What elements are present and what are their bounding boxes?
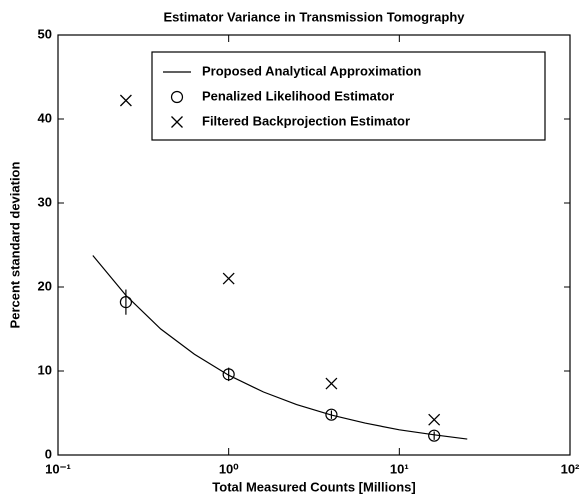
point (428, 429, 441, 442)
legend-symbol (170, 90, 184, 104)
chart-title: Estimator Variance in Transmission Tomog… (163, 9, 465, 24)
y-tick-label: 10 (38, 362, 52, 377)
legend-label: Penalized Likelihood Estimator (202, 88, 394, 103)
y-tick-label: 20 (38, 278, 52, 293)
legend-symbol (171, 116, 183, 128)
x-tick-label: 10¹ (390, 461, 409, 476)
x-tick-label: 10² (561, 461, 580, 476)
y-tick-label: 50 (38, 26, 52, 41)
x-tick-label: 10⁻¹ (45, 461, 71, 476)
curve (92, 255, 468, 440)
legend-label: Filtered Backprojection Estimator (202, 113, 410, 128)
point (119, 94, 132, 107)
point (325, 377, 338, 390)
legend-box (151, 51, 546, 141)
plot-frame (57, 34, 571, 456)
y-tick-label: 30 (38, 194, 52, 209)
y-axis-label: Percent standard deviation (7, 162, 22, 329)
x-tick-label: 10⁰ (219, 461, 239, 476)
point (428, 413, 441, 426)
y-tick-label: 40 (38, 110, 52, 125)
point (222, 272, 235, 285)
y-tick-label: 0 (45, 446, 52, 461)
point (325, 408, 338, 421)
x-axis-label: Total Measured Counts [Millions] (212, 479, 415, 494)
legend-label: Proposed Analytical Approximation (202, 63, 421, 78)
